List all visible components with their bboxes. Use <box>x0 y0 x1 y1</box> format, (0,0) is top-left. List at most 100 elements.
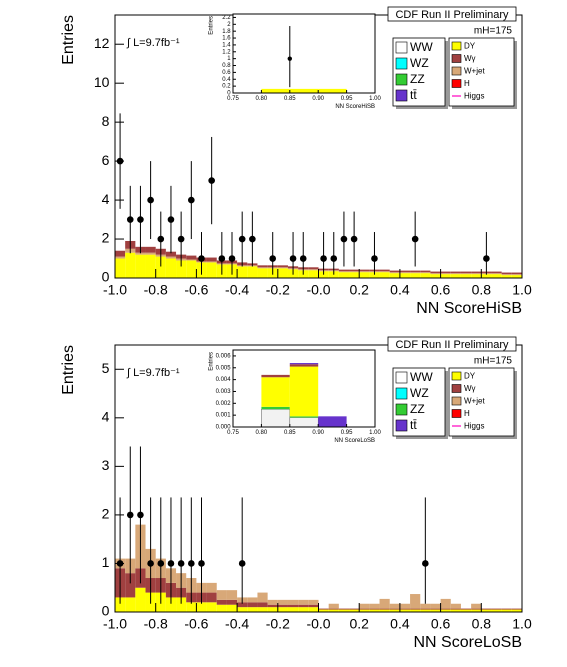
hist-segment <box>216 599 227 605</box>
legend-label: DY <box>464 372 476 381</box>
hist-segment <box>471 271 482 274</box>
hist-segment <box>267 604 278 608</box>
hist-segment <box>450 271 461 274</box>
hist-segment <box>257 607 268 612</box>
hist-segment <box>349 269 360 272</box>
legend-swatch <box>451 371 462 381</box>
legend-swatch <box>395 419 408 432</box>
x-tick-label: -0.0 <box>306 615 330 631</box>
hist-segment <box>450 603 461 609</box>
hist-segment <box>298 599 309 605</box>
hist-segment <box>349 271 360 273</box>
x-tick-label: -0.8 <box>144 615 168 631</box>
hist-segment <box>135 587 146 612</box>
hist-segment <box>481 274 492 278</box>
hist-segment <box>430 609 441 612</box>
hist-segment <box>450 608 461 610</box>
legend-swatch <box>451 79 462 88</box>
hist-segment <box>379 608 390 610</box>
hist-segment <box>450 273 461 275</box>
hist-segment <box>399 608 411 610</box>
hist-segment <box>165 256 177 259</box>
mass-label: mH=175 <box>474 26 513 37</box>
y-tick-label: 0.002 <box>216 401 232 407</box>
hist-segment <box>460 271 472 274</box>
hist-segment <box>261 377 290 407</box>
x-tick-label: 0.85 <box>284 96 296 102</box>
x-tick-label: -0.2 <box>266 281 290 297</box>
hist-segment <box>261 374 290 378</box>
hist-segment <box>135 252 146 255</box>
axes-frame <box>232 349 376 428</box>
y-tick-label: 2 <box>102 230 110 246</box>
hist-segment <box>318 608 329 610</box>
y-tick-label: 0.004 <box>216 377 232 383</box>
legend-swatch <box>451 54 462 63</box>
hist-segment <box>308 270 319 278</box>
hist-segment <box>308 599 319 605</box>
hist-segment <box>359 609 370 612</box>
hist-segment <box>481 608 492 610</box>
y-tick-label: 4 <box>102 191 110 207</box>
hist-segment <box>501 275 512 278</box>
x-tick-label: 0.2 <box>349 281 369 297</box>
data-point <box>269 255 277 262</box>
x-axis-title: NN ScoreHiSB <box>416 300 522 317</box>
x-tick-label: 0.6 <box>431 281 451 297</box>
y-tick-label: 0.000 <box>216 425 232 431</box>
title: CDF Run II Preliminary <box>395 339 509 351</box>
plot-area <box>233 14 375 93</box>
hist-segment <box>359 603 370 609</box>
y-tick-label: 0.4 <box>222 77 231 83</box>
legend-label: Wγ <box>464 54 476 63</box>
title: CDF Run II Preliminary <box>395 9 509 21</box>
hist-segment <box>410 272 421 274</box>
x-tick-label: 0.6 <box>431 615 451 631</box>
hist-segment <box>308 267 319 270</box>
hist-segment <box>338 609 350 612</box>
hist-segment <box>186 260 197 278</box>
hist-segment <box>196 602 207 612</box>
data-point <box>320 255 327 262</box>
hist-segment <box>257 592 268 603</box>
hist-segment <box>440 274 451 278</box>
hist-segment <box>471 603 482 609</box>
title-box <box>387 6 517 22</box>
hist-segment <box>399 273 411 278</box>
x-tick-label: -0.4 <box>225 281 249 297</box>
legend-swatch <box>395 41 408 54</box>
hist-segment <box>206 582 217 593</box>
data-point <box>137 511 144 519</box>
data-point <box>137 216 144 223</box>
y-tick-label: 0.6 <box>222 70 231 76</box>
hist-segment <box>125 252 136 278</box>
hist-segment <box>287 604 299 608</box>
hist-segment <box>440 273 451 275</box>
data-point <box>208 177 215 184</box>
data-point <box>126 216 134 223</box>
hist-segment <box>359 608 370 610</box>
hist-segment <box>115 597 126 612</box>
hist-segment <box>511 274 522 276</box>
hist-segment <box>359 269 370 272</box>
data-point <box>116 560 124 567</box>
hist-segment <box>277 607 288 612</box>
hist-segment <box>257 267 268 269</box>
hist-segment <box>226 599 238 605</box>
hist-segment <box>389 603 400 609</box>
hist-segment <box>247 607 258 612</box>
y-tick-label: 0.003 <box>216 389 232 395</box>
data-point <box>147 560 154 567</box>
legend-label: DY <box>464 42 476 51</box>
data-point <box>126 511 134 519</box>
x-tick-label: 0.75 <box>227 96 239 102</box>
data-point <box>483 255 490 262</box>
data-point <box>116 157 124 165</box>
y-tick-label: 0 <box>102 269 110 285</box>
legend-swatch <box>451 41 462 51</box>
hist-segment <box>328 603 339 609</box>
hist-segment <box>277 599 288 605</box>
x-tick-label: 0.8 <box>472 615 492 631</box>
legend-label: H <box>464 409 470 418</box>
hist-segment <box>277 268 288 278</box>
